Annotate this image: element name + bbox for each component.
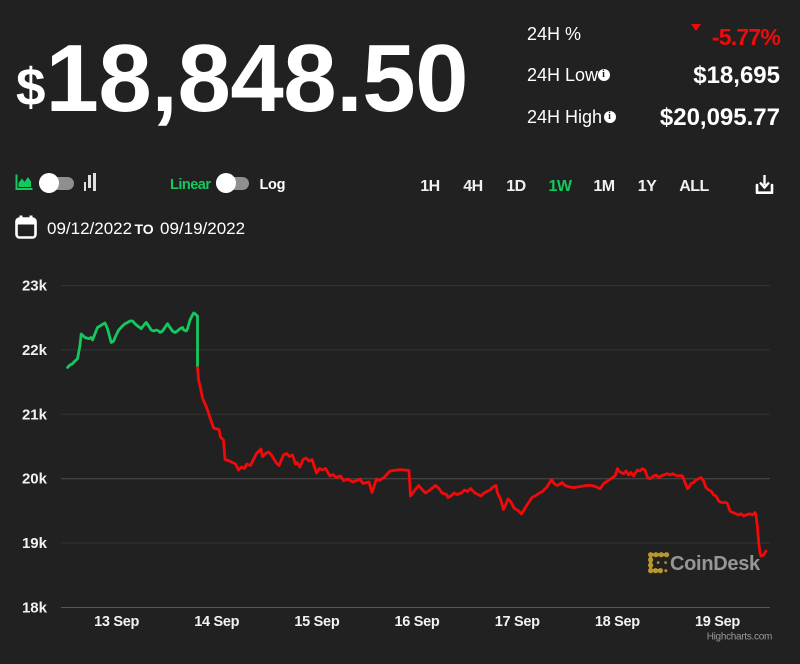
svg-text:22k: 22k <box>22 342 48 359</box>
svg-text:23k: 23k <box>22 278 48 295</box>
svg-text:16 Sep: 16 Sep <box>395 614 440 630</box>
svg-text:19 Sep: 19 Sep <box>695 614 740 630</box>
svg-text:19k: 19k <box>22 535 48 552</box>
svg-text:14 Sep: 14 Sep <box>194 614 239 630</box>
svg-text:CoinDesk: CoinDesk <box>670 553 761 575</box>
svg-text:17 Sep: 17 Sep <box>495 614 540 630</box>
svg-text:Highcharts.com: Highcharts.com <box>707 632 772 643</box>
svg-text:18 Sep: 18 Sep <box>595 614 640 630</box>
svg-text:15 Sep: 15 Sep <box>294 614 339 630</box>
svg-text:20k: 20k <box>22 471 48 488</box>
svg-text:13 Sep: 13 Sep <box>94 614 139 630</box>
svg-text:21k: 21k <box>22 406 48 423</box>
svg-text:18k: 18k <box>22 600 48 617</box>
